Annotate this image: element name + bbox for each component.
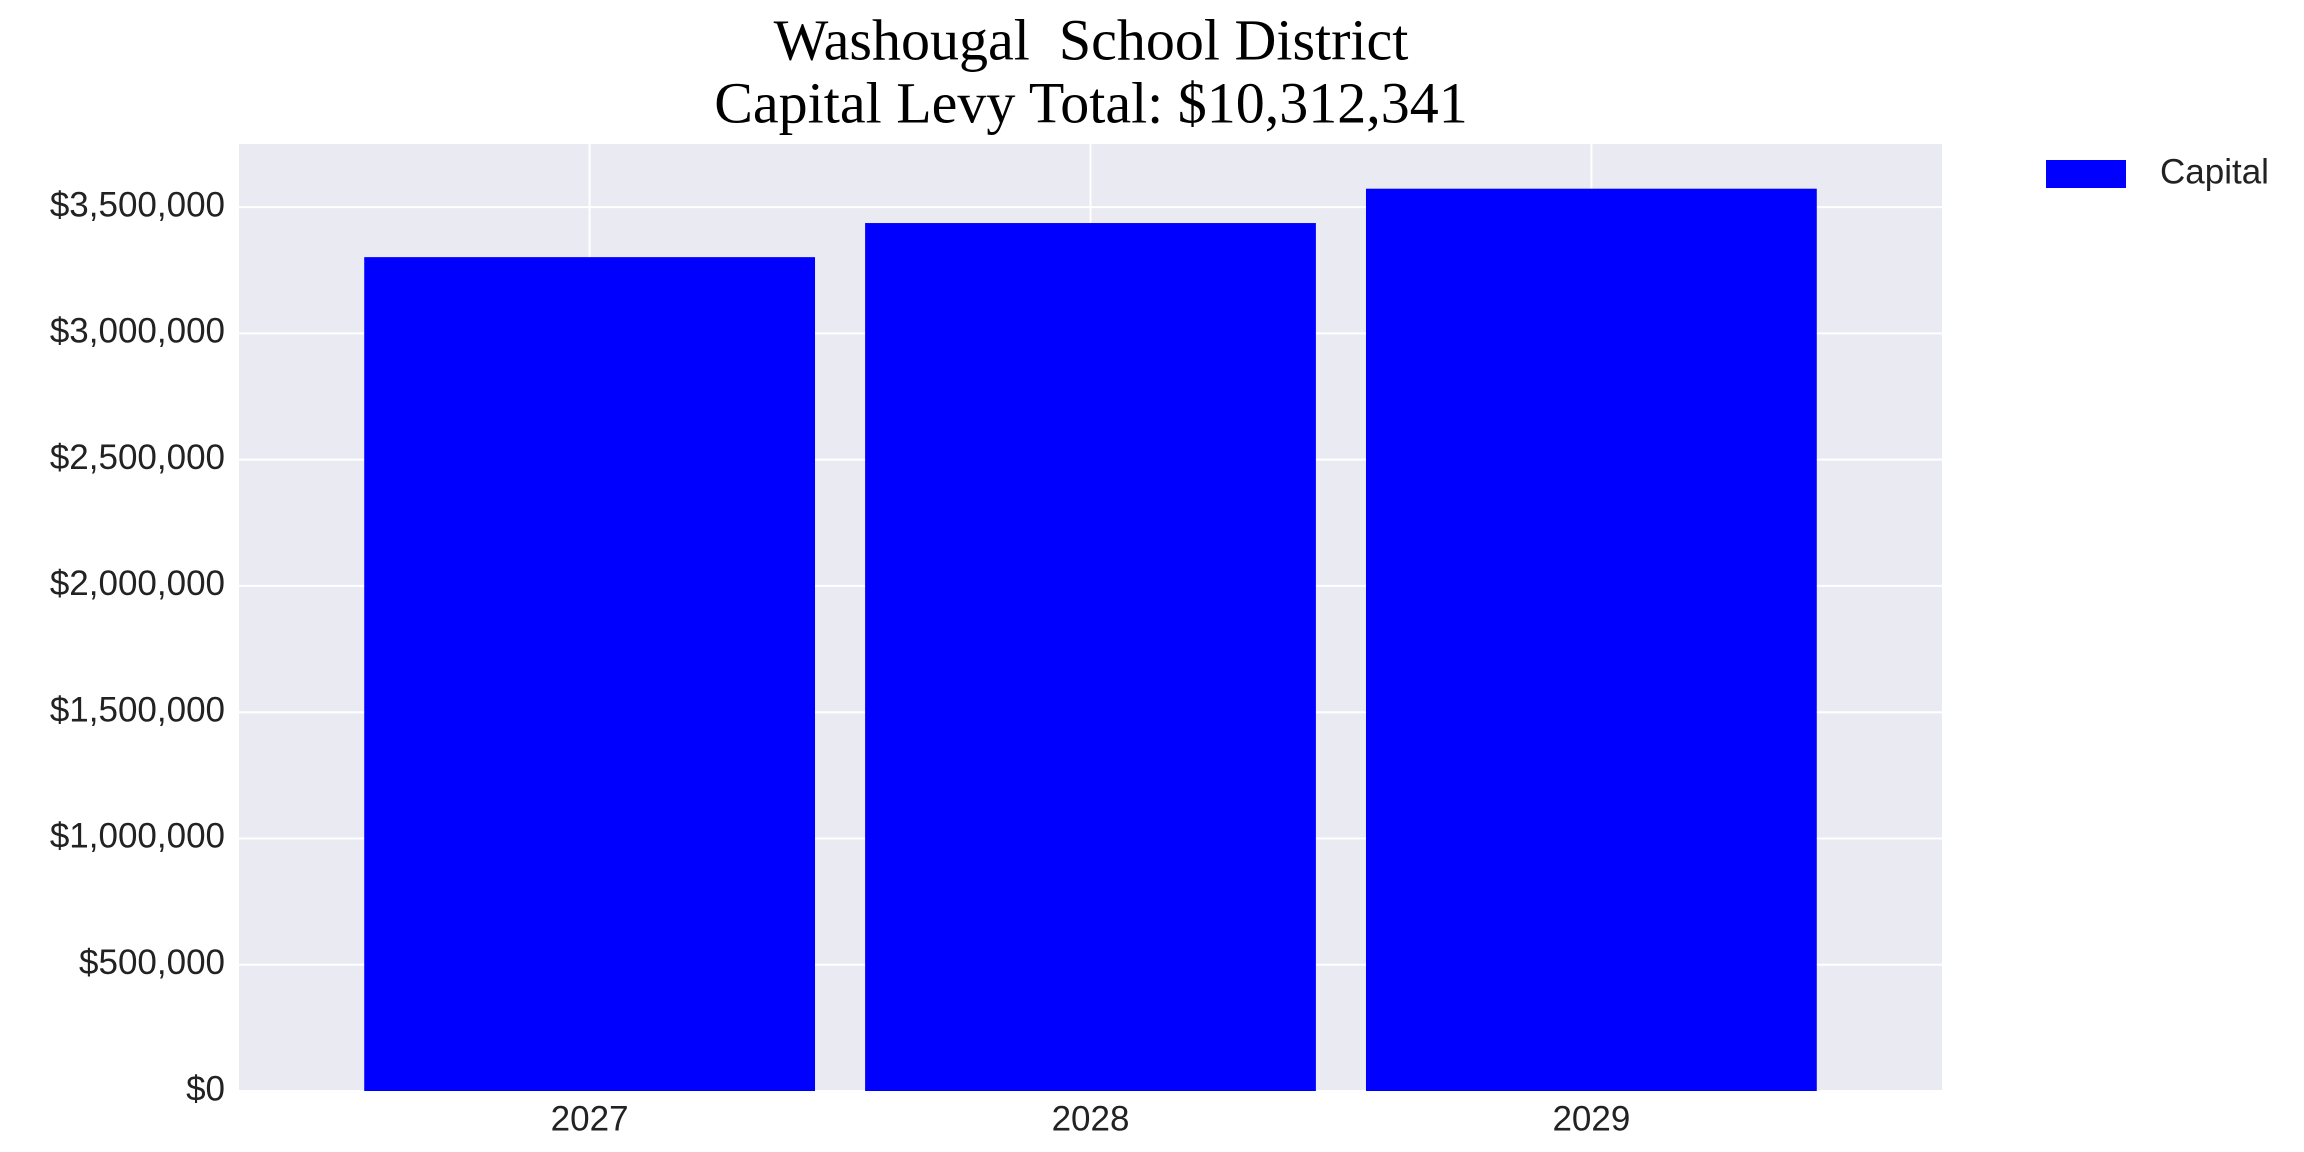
bar	[865, 223, 1316, 1091]
y-tick-label: $1,000,000	[50, 817, 225, 856]
bar	[1365, 188, 1817, 1092]
legend-label: Capital	[2160, 152, 2269, 191]
legend-swatch	[2046, 160, 2126, 188]
y-tick-label: $3,500,000	[50, 185, 225, 224]
y-tick-label: $2,500,000	[50, 438, 225, 477]
y-tick-label: $2,000,000	[50, 564, 225, 603]
x-tick-label: 2027	[551, 1099, 629, 1138]
y-tick-label: $1,500,000	[50, 690, 225, 729]
y-tick-label: $0	[186, 1069, 225, 1108]
chart-title: Capital Levy Total: $10,312,341	[714, 70, 1468, 135]
x-tick-label: 2028	[1052, 1099, 1130, 1138]
x-tick-label: 2029	[1552, 1099, 1630, 1138]
y-tick-label: $500,000	[79, 943, 225, 982]
bar	[364, 257, 816, 1092]
y-tick-label: $3,000,000	[50, 312, 225, 351]
chart-title: Washougal School District	[774, 7, 1409, 72]
